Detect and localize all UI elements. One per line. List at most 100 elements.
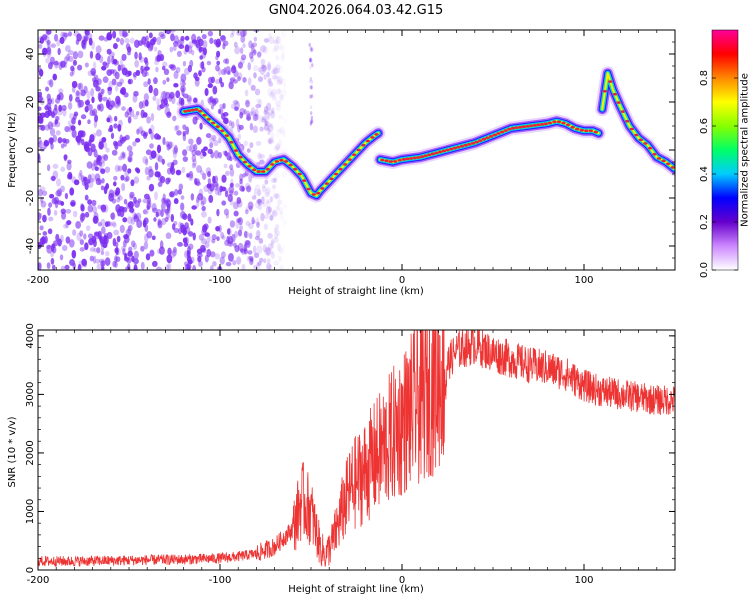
- noise-dot: [41, 236, 46, 245]
- noise-dot: [260, 45, 267, 53]
- noise-dot: [51, 264, 56, 270]
- noise-dot: [232, 99, 239, 105]
- noise-dot: [156, 171, 162, 178]
- noise-dot: [227, 194, 233, 203]
- noise-dot: [58, 104, 63, 112]
- noise-dot: [251, 195, 257, 200]
- noise-dot: [174, 125, 178, 132]
- noise-dot: [81, 258, 87, 267]
- noise-dot: [260, 58, 266, 66]
- noise-dot: [103, 141, 108, 149]
- noise-dot: [244, 231, 250, 239]
- noise-dot: [239, 173, 244, 182]
- noise-dot: [243, 244, 247, 252]
- ridge-peak: [652, 152, 657, 156]
- noise-dot: [96, 247, 101, 254]
- noise-dot: [64, 125, 70, 133]
- spectrogram-xtick-label: 100: [574, 275, 593, 286]
- noise-dot: [83, 176, 87, 186]
- noise-dot: [263, 38, 270, 43]
- ridge-peak: [198, 109, 203, 113]
- ridge-peak: [251, 168, 257, 172]
- noise-dot: [203, 223, 209, 230]
- noise-dot: [269, 136, 275, 143]
- noise-dot: [274, 192, 281, 200]
- noise-dot: [77, 64, 83, 71]
- noise-dot: [75, 96, 80, 103]
- ridge-peak: [247, 164, 252, 168]
- noise-dot: [253, 36, 258, 42]
- noise-dot: [102, 76, 109, 84]
- noise-dot: [191, 205, 197, 210]
- noise-dot: [182, 124, 187, 130]
- noise-dot: [163, 68, 170, 76]
- noise-dot: [111, 149, 118, 156]
- noise-dot: [251, 219, 256, 225]
- ridge-peak: [665, 162, 671, 166]
- noise-dot: [200, 196, 207, 205]
- noise-dot: [227, 240, 234, 247]
- noise-dot: [246, 110, 250, 119]
- noise-dot: [46, 262, 51, 270]
- noise-dot: [188, 170, 194, 179]
- noise-dot: [84, 194, 89, 201]
- ridge-peak: [183, 110, 188, 113]
- noise-dot: [249, 205, 253, 212]
- ridge-peak: [532, 123, 538, 127]
- noise-dot: [255, 184, 261, 191]
- noise-dot: [132, 71, 137, 78]
- noise-dot: [89, 50, 94, 59]
- noise-dot: [262, 201, 266, 208]
- noise-dot: [224, 190, 229, 198]
- noise-dot: [117, 64, 122, 72]
- noise-dot: [154, 46, 158, 52]
- noise-dot: [233, 190, 239, 196]
- noise-dot: [142, 156, 148, 164]
- noise-dot: [165, 91, 171, 100]
- noise-dot: [277, 75, 283, 85]
- noise-dot: [140, 65, 144, 75]
- noise-dot: [182, 156, 189, 162]
- noise-dot: [261, 196, 265, 205]
- noise-dot: [156, 36, 162, 46]
- ridge-peak: [510, 126, 516, 130]
- noise-dot: [273, 193, 279, 199]
- noise-dot: [101, 177, 105, 184]
- noise-dot: [150, 131, 154, 140]
- noise-dot: [104, 166, 111, 173]
- noise-dot: [127, 155, 133, 163]
- noise-dot: [176, 50, 182, 58]
- noise-dot: [275, 143, 281, 151]
- noise-dot: [278, 255, 282, 262]
- noise-dot: [278, 139, 283, 148]
- noise-dot: [116, 235, 121, 243]
- noise-dot: [248, 222, 254, 230]
- noise-dot: [168, 94, 172, 102]
- noise-dot: [243, 140, 249, 147]
- noise-dot: [186, 173, 190, 178]
- noise-dot: [220, 231, 225, 239]
- noise-dot: [153, 87, 159, 97]
- noise-dot: [119, 209, 125, 218]
- noise-dot: [126, 202, 131, 210]
- noise-dot: [222, 117, 229, 125]
- noise-dot: [77, 50, 84, 59]
- noise-dot: [173, 246, 177, 253]
- noise-dot: [260, 69, 265, 76]
- noise-dot: [269, 215, 274, 221]
- noise-dot: [257, 51, 262, 59]
- ridge-peak: [584, 129, 589, 133]
- noise-dot: [266, 263, 272, 270]
- noise-dot: [106, 221, 111, 227]
- noise-dot: [113, 175, 118, 181]
- noise-dot: [200, 244, 206, 252]
- noise-dot: [261, 117, 266, 123]
- noise-dot: [198, 47, 205, 52]
- ridge-peak: [301, 179, 307, 182]
- noise-dot: [250, 45, 255, 54]
- noise-dot: [178, 97, 183, 105]
- noise-dot: [46, 93, 51, 101]
- noise-dot: [48, 202, 53, 208]
- noise-dot: [168, 191, 175, 198]
- noise-dot: [129, 206, 135, 214]
